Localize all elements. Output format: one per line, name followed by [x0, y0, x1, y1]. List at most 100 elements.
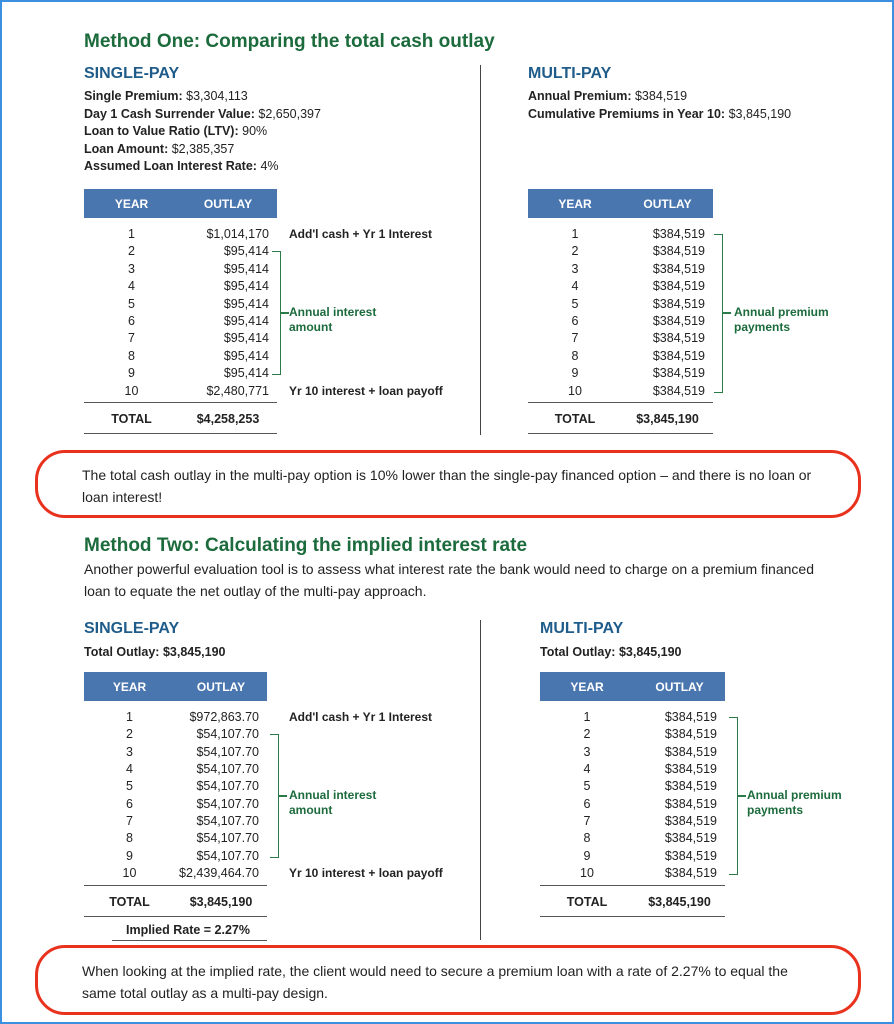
year-cell: 8: [126, 831, 133, 846]
outlay-cell: $54,107.70: [196, 796, 259, 811]
implied-rate: Implied Rate = 2.27%: [125, 923, 250, 937]
year-cell: 2: [571, 244, 579, 259]
section-heading: MULTI-PAY: [528, 65, 612, 82]
year-cell: 4: [128, 279, 135, 294]
year-cell: 8: [583, 831, 591, 846]
bracket-tick: [723, 312, 731, 314]
outlay-cell: $95,414: [223, 314, 269, 328]
column-header: YEAR: [558, 197, 592, 211]
outlay-cell: $384,519: [664, 814, 717, 829]
outlay-cell: $95,414: [223, 296, 269, 311]
fact-label: Loan Amount:: [84, 141, 169, 156]
row-note: Yr 10 interest + loan payoff: [289, 383, 443, 398]
outlay-cell: $95,414: [223, 261, 269, 276]
total-value: $3,845,190: [648, 895, 711, 909]
table-rule: [112, 940, 267, 941]
outlay-cell: $2,439,464.70: [179, 866, 259, 881]
outlay-cell: $384,519: [664, 848, 717, 863]
year-cell: 5: [126, 779, 133, 794]
year-cell: 6: [583, 796, 591, 811]
bracket-tick: [281, 312, 289, 314]
row-note: Yr 10 interest + loan payoff: [289, 866, 443, 881]
row-note: Add'l cash + Yr 1 Interest: [289, 710, 433, 724]
outlay-cell: $384,519: [664, 727, 717, 742]
year-cell: 2: [128, 244, 135, 259]
outlay-cell: $54,107.70: [196, 762, 259, 777]
callout-text: The total cash outlay in the multi-pay o…: [82, 467, 812, 505]
outlay-cell: $384,519: [652, 383, 705, 398]
year-cell: 3: [571, 261, 579, 276]
fact-line: Total Outlay: $3,845,190: [84, 643, 226, 661]
fact-label: Annual Premium:: [528, 89, 632, 103]
fact-label: Day 1 Cash Surrender Value:: [84, 106, 255, 121]
year-cell: 5: [128, 296, 135, 311]
year-cell: 10: [580, 866, 594, 881]
table-rule: [84, 916, 267, 917]
table-header: [528, 189, 713, 218]
year-cell: 5: [571, 296, 579, 311]
year-cell: 1: [126, 710, 133, 724]
outlay-cell: $384,519: [664, 744, 717, 759]
fact-line: Assumed Loan Interest Rate: 4%: [84, 157, 279, 175]
year-cell: 9: [571, 366, 579, 381]
fact-value: $2,650,397: [258, 106, 321, 121]
callout-text: When looking at the implied rate, the cl…: [82, 963, 788, 1001]
table-header: [540, 672, 725, 701]
callout-box: [35, 450, 861, 518]
column-header: OUTLAY: [643, 197, 692, 211]
section-heading: MULTI-PAY: [540, 620, 624, 637]
year-cell: 1: [571, 227, 579, 241]
bracket-tick: [738, 795, 746, 797]
fact-line: Single Premium: $3,304,113: [84, 87, 248, 105]
year-cell: 6: [571, 314, 579, 328]
year-cell: 9: [128, 366, 135, 381]
column-divider: [480, 65, 481, 435]
outlay-cell: $384,519: [664, 762, 717, 777]
outlay-cell: $384,519: [652, 279, 705, 294]
fact-value: $384,519: [634, 89, 688, 103]
fact-line: Loan to Value Ratio (LTV): 90%: [84, 122, 267, 140]
method-title: Method One: Comparing the total cash out…: [84, 31, 495, 52]
fact-value: $3,845,190: [162, 645, 226, 659]
total-value: $3,845,190: [189, 895, 253, 909]
fact-value: 90%: [242, 124, 268, 138]
column-header: OUTLAY: [655, 680, 704, 694]
outlay-cell: $384,519: [664, 710, 717, 724]
outlay-cell: $384,519: [652, 366, 705, 381]
bracket-note: Annual premium payments: [747, 788, 842, 818]
bracket: [270, 734, 279, 858]
section-heading: SINGLE-PAY: [84, 65, 180, 82]
year-cell: 3: [126, 744, 133, 759]
section-heading: SINGLE-PAY: [84, 620, 180, 637]
outlay-cell: $95,414: [223, 366, 269, 381]
fact-label: Single Premium:: [84, 89, 183, 103]
outlay-cell: $95,414: [223, 348, 269, 363]
year-cell: 7: [128, 331, 135, 346]
table-rule: [84, 433, 277, 434]
column-header: OUTLAY: [203, 197, 253, 211]
row-note: Add'l cash + Yr 1 Interest: [289, 227, 433, 241]
table-rule: [84, 402, 277, 403]
year-cell: 6: [128, 314, 135, 328]
total-value: $3,845,190: [636, 412, 699, 426]
fact-value: $3,304,113: [186, 89, 248, 103]
outlay-cell: $95,414: [223, 279, 269, 294]
year-cell: 7: [126, 814, 133, 829]
outlay-cell: $384,519: [652, 261, 705, 276]
year-cell: 4: [126, 762, 133, 777]
year-cell: 4: [571, 279, 579, 294]
outlay-cell: $95,414: [223, 331, 269, 346]
year-cell: 4: [583, 762, 591, 777]
fact-value: $3,845,190: [618, 645, 682, 659]
year-cell: 2: [126, 727, 133, 742]
year-cell: 2: [583, 727, 591, 742]
year-cell: 8: [571, 348, 579, 363]
fact-line: Annual Premium: $384,519: [528, 87, 687, 105]
outlay-cell: $54,107.70: [196, 744, 259, 759]
fact-label: Cumulative Premiums in Year 10:: [528, 106, 726, 121]
bracket: [272, 251, 281, 376]
year-cell: 10: [124, 383, 139, 398]
fact-label: Assumed Loan Interest Rate:: [84, 159, 257, 173]
